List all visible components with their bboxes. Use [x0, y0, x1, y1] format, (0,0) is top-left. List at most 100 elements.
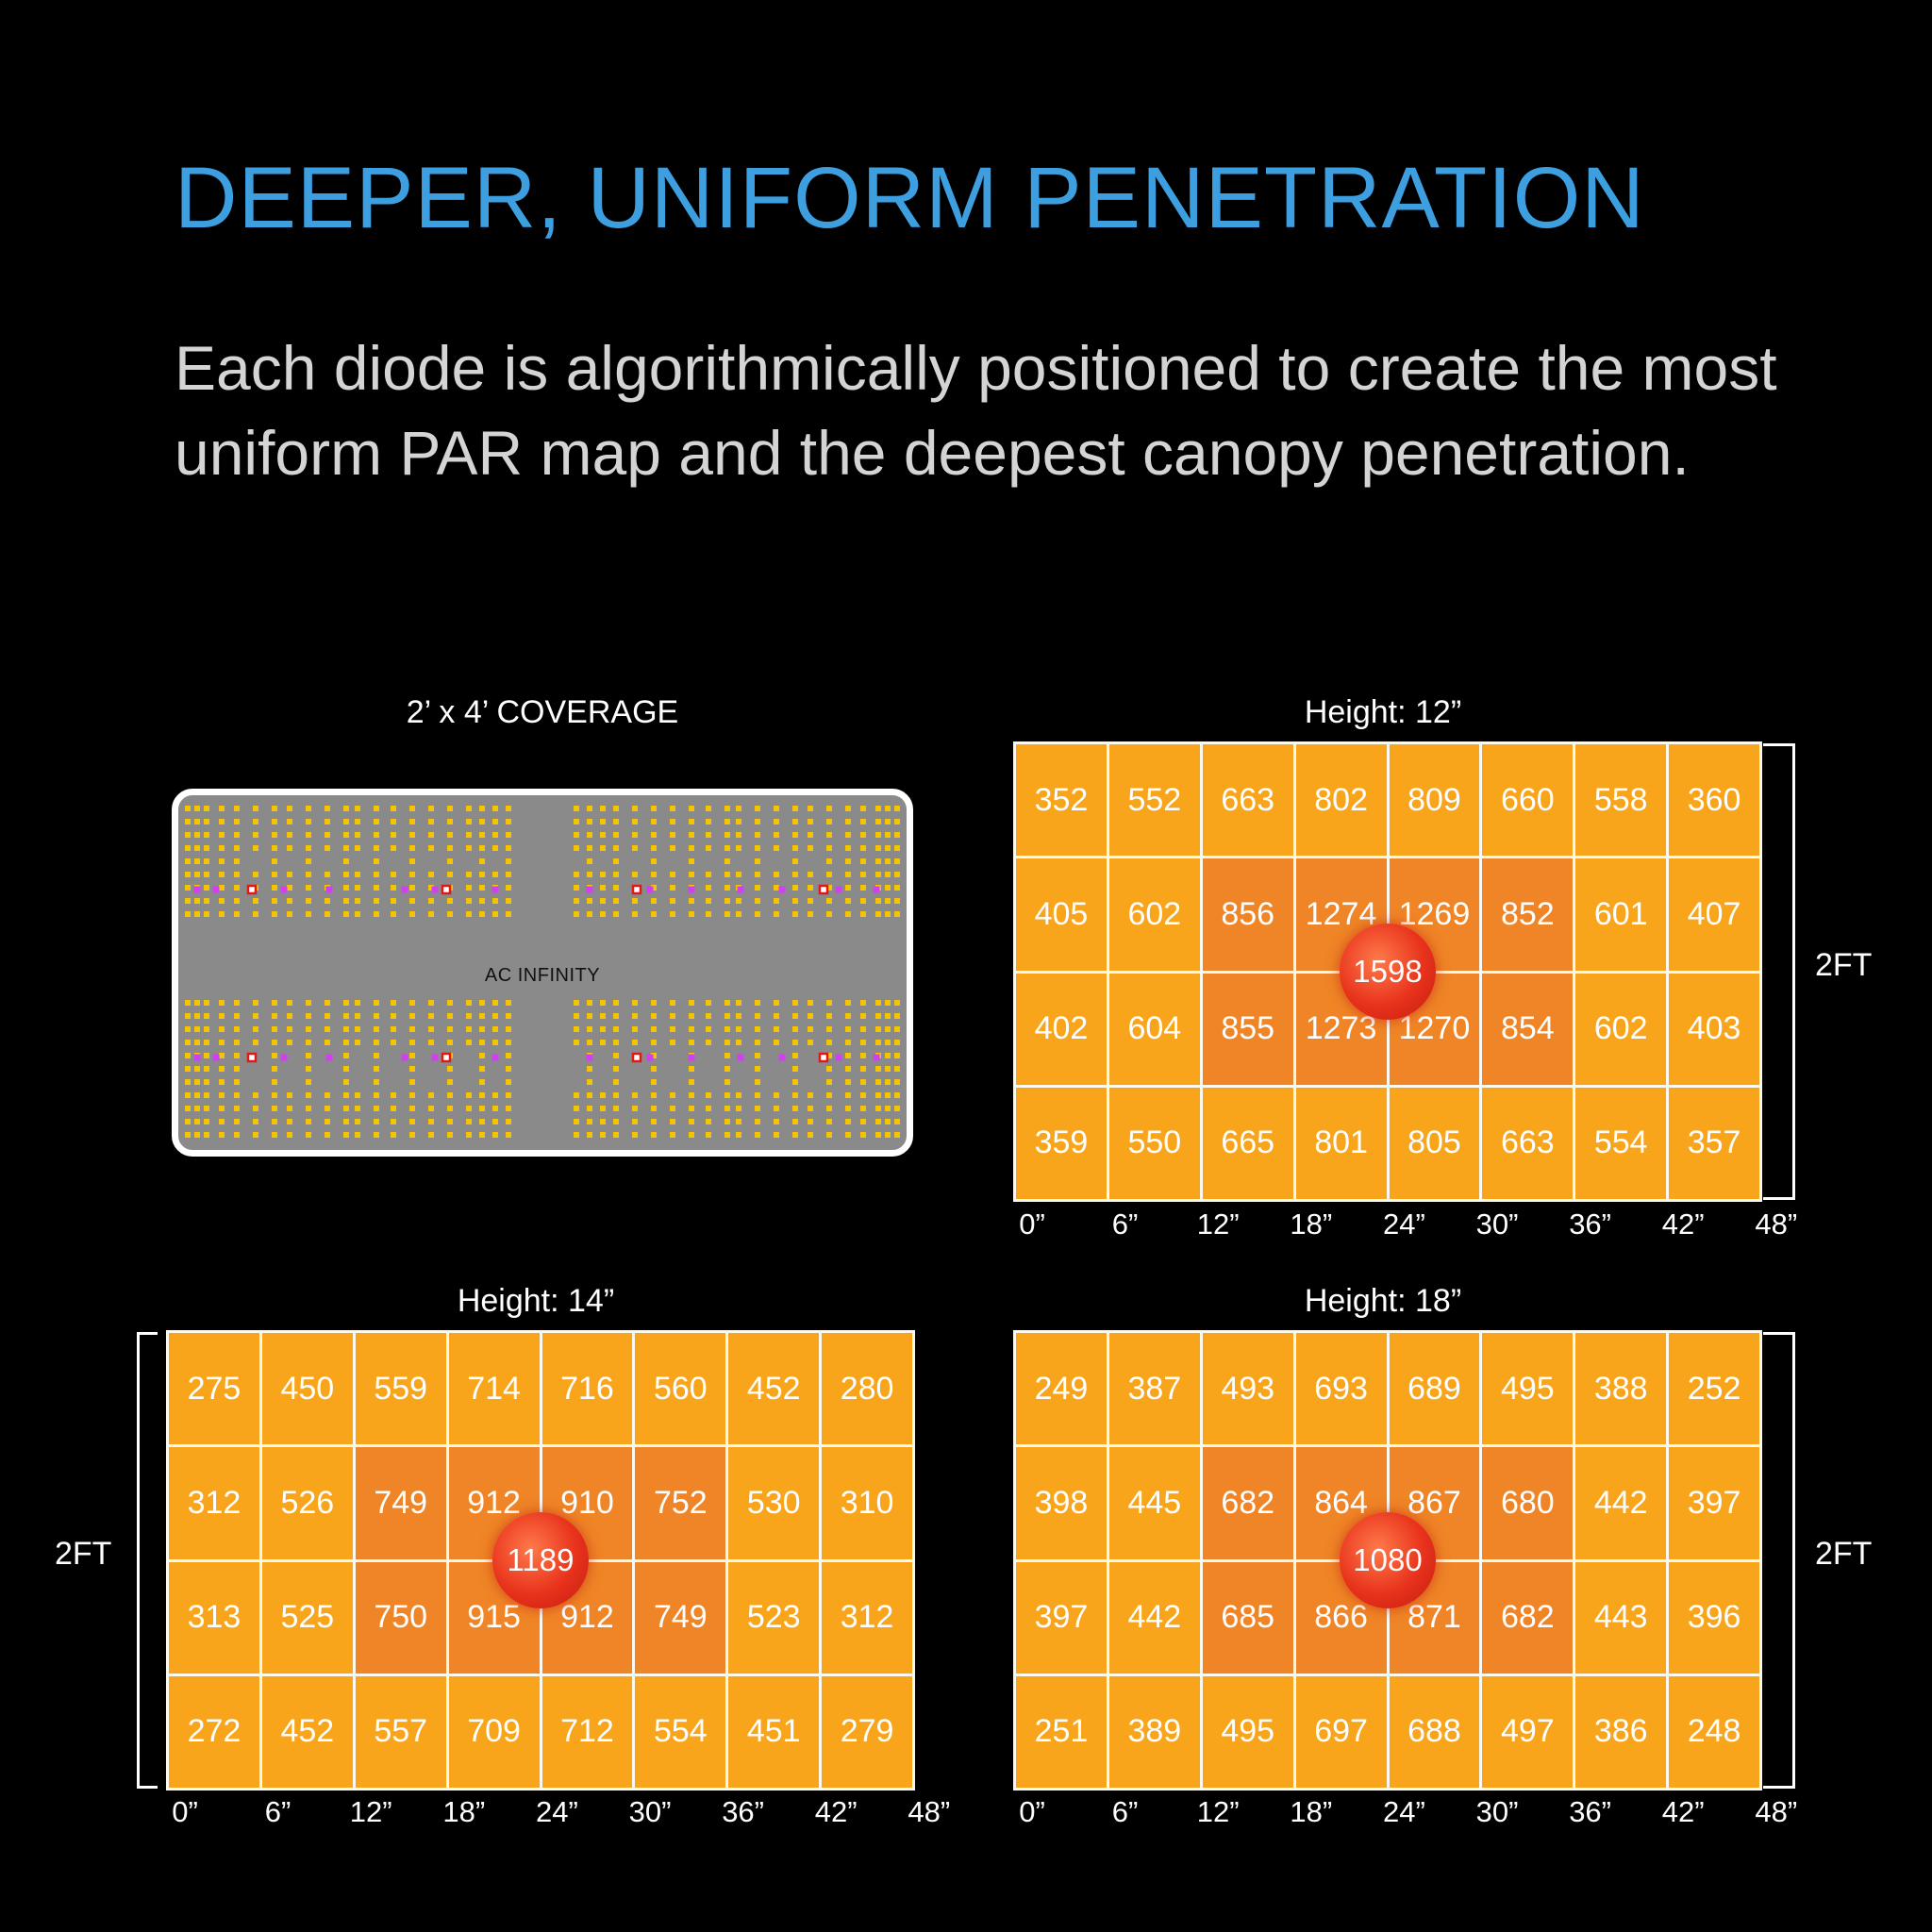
diode — [409, 1106, 415, 1111]
diode — [355, 898, 360, 904]
diode — [689, 1000, 694, 1006]
diode — [325, 1092, 330, 1098]
diode — [826, 885, 832, 891]
diode — [219, 1013, 225, 1019]
par-cell: 495 — [1202, 1675, 1293, 1788]
diode — [204, 1000, 209, 1006]
diode — [826, 1053, 832, 1058]
diode — [689, 832, 694, 838]
diode — [736, 1013, 741, 1019]
diode — [860, 872, 866, 877]
diode — [860, 1092, 866, 1098]
diode — [894, 911, 900, 917]
diode — [185, 872, 191, 877]
diode — [737, 886, 744, 893]
diode — [428, 1000, 434, 1006]
diode — [706, 1000, 711, 1006]
diode — [401, 886, 408, 893]
diode — [325, 911, 330, 917]
diode — [204, 806, 209, 811]
diode — [774, 872, 779, 877]
diode — [234, 1132, 240, 1138]
diode — [670, 1026, 675, 1032]
diode — [391, 1119, 396, 1124]
diode — [185, 1013, 191, 1019]
diode — [885, 1092, 891, 1098]
diode — [194, 1132, 200, 1138]
diode — [826, 1066, 832, 1072]
diode — [234, 1000, 240, 1006]
diode — [431, 1054, 439, 1061]
diode — [613, 911, 619, 917]
diode — [204, 858, 209, 864]
diode — [736, 845, 741, 851]
par-cell: 559 — [355, 1333, 446, 1445]
diode — [706, 885, 711, 891]
diode — [185, 832, 191, 838]
diode — [600, 872, 606, 877]
par-cell: 310 — [822, 1447, 912, 1559]
diode — [355, 1013, 360, 1019]
diode — [204, 1079, 209, 1085]
par-cell: 855 — [1202, 973, 1293, 1085]
diode — [613, 858, 619, 864]
par-cell: 680 — [1482, 1447, 1574, 1559]
diode — [808, 1119, 813, 1124]
par-cell: 252 — [1669, 1333, 1759, 1445]
diode — [689, 1026, 694, 1032]
diode — [272, 885, 277, 891]
diode — [466, 911, 472, 917]
diode — [689, 1092, 694, 1098]
x-tick-label: 42” — [1661, 1208, 1705, 1241]
diode — [272, 911, 277, 917]
diode — [343, 845, 349, 851]
diode — [586, 1054, 593, 1061]
diode — [492, 832, 498, 838]
diode — [506, 872, 511, 877]
diode — [632, 1132, 638, 1138]
diode — [600, 898, 606, 904]
diode — [808, 806, 813, 811]
diode — [826, 845, 832, 851]
diode — [885, 1026, 891, 1032]
par-cell: 389 — [1108, 1675, 1200, 1788]
diode — [894, 898, 900, 904]
diode — [574, 1119, 579, 1124]
diode — [875, 898, 881, 904]
diode — [492, 911, 498, 917]
par-cell: 357 — [1669, 1087, 1759, 1199]
diode — [632, 832, 638, 838]
diode — [587, 858, 592, 864]
diode — [792, 845, 798, 851]
diode — [204, 1119, 209, 1124]
diode — [706, 1026, 711, 1032]
diode — [479, 1053, 485, 1058]
chart-14-title: Height: 14” — [457, 1283, 615, 1319]
diode — [860, 1040, 866, 1045]
diode — [670, 911, 675, 917]
diode — [587, 1092, 592, 1098]
diode — [632, 872, 638, 877]
diode — [325, 1119, 330, 1124]
diode — [632, 1000, 638, 1006]
diode — [574, 898, 579, 904]
diode — [808, 885, 813, 891]
diode — [391, 1000, 396, 1006]
diode — [574, 819, 579, 824]
diode — [355, 872, 360, 877]
diode — [479, 898, 485, 904]
diode — [778, 886, 786, 893]
diode — [428, 911, 434, 917]
diode — [755, 1132, 760, 1138]
diode — [755, 832, 760, 838]
diode — [600, 911, 606, 917]
diode — [287, 845, 292, 851]
diode — [651, 1132, 657, 1138]
diode — [272, 1132, 277, 1138]
x-axis-14in: 0” 6” 12” 18” 24” 30” 36” 42” 48” — [172, 1795, 950, 1833]
diode — [343, 885, 349, 891]
diode — [736, 1040, 741, 1045]
diode — [492, 1132, 498, 1138]
diode — [204, 1132, 209, 1138]
diode — [651, 845, 657, 851]
